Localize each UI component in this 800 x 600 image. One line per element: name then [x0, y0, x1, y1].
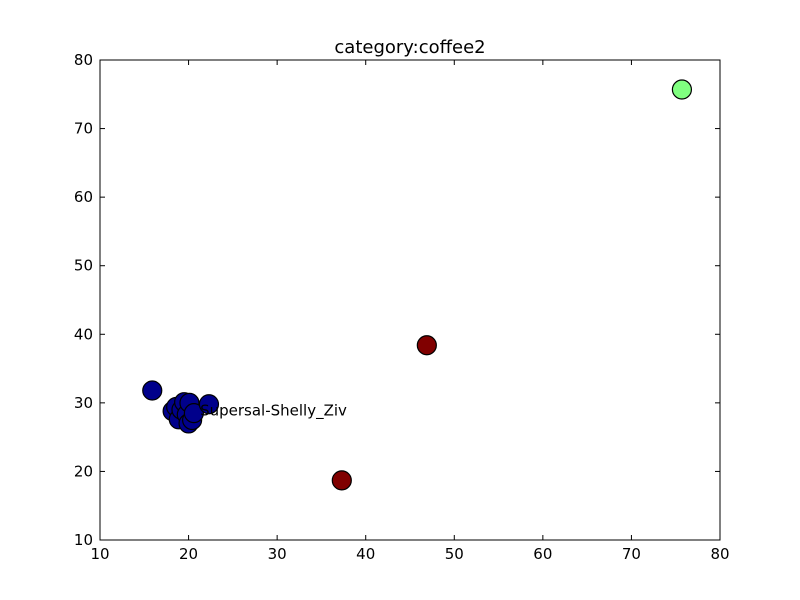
x-tick-label: 60 — [533, 545, 552, 563]
y-tick-label: 50 — [74, 257, 93, 275]
y-tick-label: 10 — [74, 531, 93, 549]
data-point — [198, 394, 220, 415]
annotation-label: Supersal-Shelly_Ziv — [200, 401, 347, 420]
data-point — [142, 380, 163, 401]
y-tick-label: 70 — [74, 120, 93, 138]
data-point — [331, 470, 352, 491]
y-axis: 10 20 30 40 50 60 70 80 — [74, 51, 720, 549]
annotations: Supersal-Shelly_Ziv — [200, 401, 347, 420]
x-tick-label: 40 — [356, 545, 375, 563]
chart-title: category:coffee2 — [334, 37, 485, 58]
y-tick-label: 80 — [74, 51, 93, 69]
y-tick-label: 60 — [74, 188, 93, 206]
y-tick-label: 30 — [74, 394, 93, 412]
plot-frame — [99, 59, 721, 541]
x-tick-label: 70 — [622, 545, 641, 563]
data-point — [183, 403, 204, 424]
x-tick-label: 20 — [179, 545, 198, 563]
x-tick-label: 30 — [268, 545, 287, 563]
data-point — [671, 79, 693, 100]
y-tick-label: 20 — [74, 462, 93, 480]
x-axis: 10 20 30 40 50 60 70 80 — [90, 60, 730, 563]
y-tick-label: 40 — [74, 325, 93, 343]
x-tick-label: 80 — [710, 545, 729, 563]
x-tick-label: 50 — [445, 545, 464, 563]
x-tick-label: 10 — [90, 545, 109, 563]
data-point — [416, 335, 437, 356]
data-points — [142, 79, 693, 491]
